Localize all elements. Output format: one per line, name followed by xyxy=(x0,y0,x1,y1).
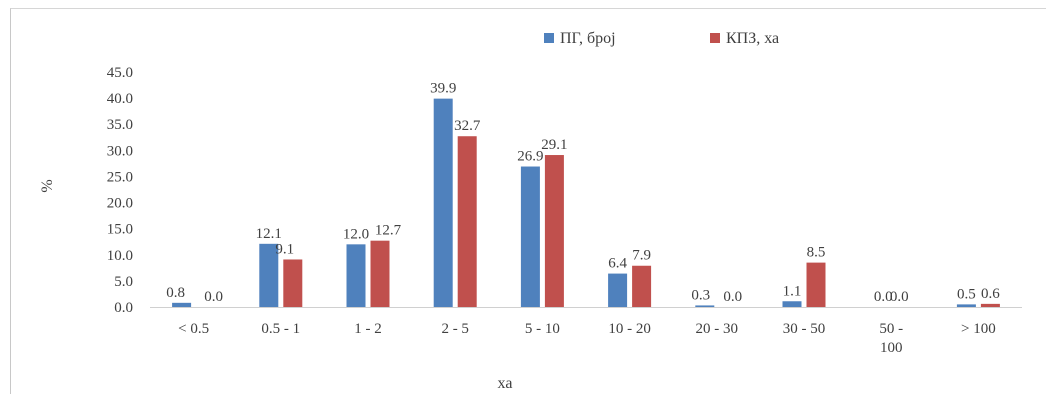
bar xyxy=(544,155,564,307)
bar xyxy=(259,243,279,307)
bar xyxy=(956,304,976,307)
bar xyxy=(520,166,540,307)
bar xyxy=(632,265,652,307)
bar xyxy=(433,98,453,307)
legend-swatch-kpz xyxy=(710,33,720,43)
bar xyxy=(806,262,826,307)
data-label: 7.9 xyxy=(632,248,651,264)
data-label: 26.9 xyxy=(517,149,543,165)
y-tick-label: 10.0 xyxy=(107,248,133,264)
data-label: 12.7 xyxy=(375,223,402,239)
x-tick-label: 2 - 5 xyxy=(441,321,469,337)
bar xyxy=(980,303,1000,307)
legend-label-pg: ПГ, број xyxy=(560,30,616,47)
x-axis: < 0.5 0.5 - 1 1 - 2 2 - 5 5 - 10 10 - 20 20 - … xyxy=(150,307,1022,356)
y-tick-label: 40.0 xyxy=(107,91,133,107)
x-tick-label: 20 - 30 xyxy=(696,321,739,337)
bar xyxy=(370,240,390,307)
y-axis: 0.0 5.0 10.0 15.0 20.0 25.0 30.0 35.0 40.0 45.0 xyxy=(107,65,133,316)
x-tick-label: < 0.5 xyxy=(178,321,209,337)
bar xyxy=(283,259,303,307)
chart-frame xyxy=(10,8,1046,394)
legend: ПГ, број КПЗ, ха xyxy=(544,30,779,47)
data-label: 6.4 xyxy=(608,256,627,272)
data-label: 32.7 xyxy=(454,118,481,134)
data-label: 0.3 xyxy=(691,287,710,303)
y-tick-label: 30.0 xyxy=(107,143,133,159)
data-label: 1.1 xyxy=(783,283,802,299)
data-label: 0.8 xyxy=(166,285,185,301)
bar xyxy=(782,301,802,307)
x-tick-label: 50 -100 xyxy=(879,321,903,356)
y-tick-label: 15.0 xyxy=(107,222,133,238)
y-tick-label: 20.0 xyxy=(107,196,133,212)
data-label: 0.6 xyxy=(981,286,1000,302)
data-labels: 0.8 12.1 12.0 39.9 26.9 6.4 0.3 1.1 0.0 0.5 0.0 9.1… xyxy=(166,81,1000,305)
data-label: 29.1 xyxy=(541,137,567,153)
bar xyxy=(608,273,628,307)
y-tick-label: 5.0 xyxy=(114,274,133,290)
data-label: 0.0 xyxy=(874,289,893,305)
x-tick-label: 1 - 2 xyxy=(354,321,382,337)
data-label: 9.1 xyxy=(275,241,294,257)
bar xyxy=(172,302,192,307)
bar xyxy=(346,244,366,307)
data-label: 0.0 xyxy=(204,289,223,305)
x-axis-title: ха xyxy=(498,375,513,392)
legend-label-kpz: КПЗ, ха xyxy=(726,30,779,47)
y-tick-label: 35.0 xyxy=(107,117,133,133)
x-tick-label: 30 - 50 xyxy=(783,321,826,337)
data-label: 8.5 xyxy=(807,245,826,261)
bars xyxy=(172,98,1000,307)
data-label: 39.9 xyxy=(430,81,456,97)
x-tick-label: > 100 xyxy=(961,321,996,337)
y-tick-label: 0.0 xyxy=(114,300,133,316)
data-label: 0.5 xyxy=(957,286,976,302)
bar xyxy=(695,305,715,307)
y-tick-label: 45.0 xyxy=(107,65,133,81)
y-tick-label: 25.0 xyxy=(107,169,133,185)
x-tick-label: 10 - 20 xyxy=(608,321,651,337)
legend-swatch-pg xyxy=(544,33,554,43)
y-axis-title: % xyxy=(39,179,56,192)
data-label: 12.1 xyxy=(256,226,282,242)
x-tick-label: 0.5 - 1 xyxy=(261,321,300,337)
data-label: 0.0 xyxy=(723,289,742,305)
bar xyxy=(457,136,477,307)
data-label: 12.0 xyxy=(343,226,369,242)
data-label: 0.0 xyxy=(890,289,909,305)
x-tick-label: 5 - 10 xyxy=(525,321,560,337)
